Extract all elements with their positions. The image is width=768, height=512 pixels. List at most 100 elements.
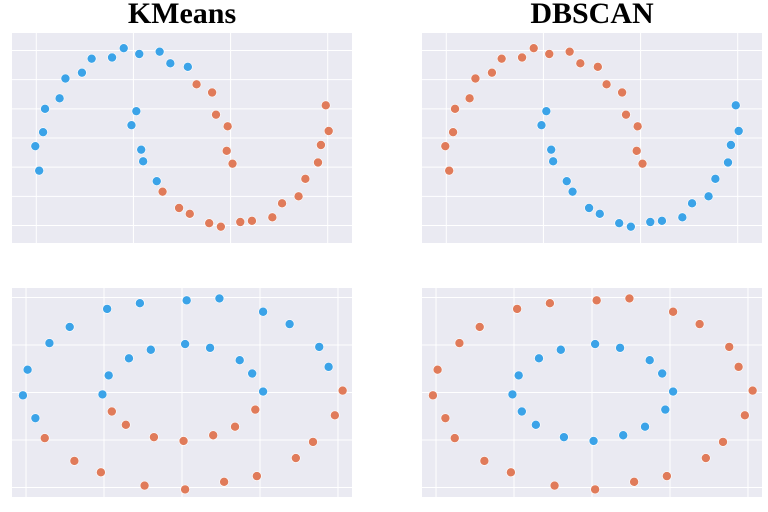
point — [121, 419, 131, 430]
point — [222, 121, 233, 132]
point — [258, 386, 268, 397]
point — [512, 304, 522, 314]
point — [103, 370, 114, 381]
point — [556, 344, 566, 355]
point — [561, 176, 572, 186]
point — [219, 476, 229, 487]
point — [718, 437, 728, 447]
point — [149, 432, 159, 442]
point — [637, 158, 648, 169]
point — [662, 471, 672, 481]
point — [594, 209, 605, 219]
point — [723, 157, 733, 168]
point — [546, 144, 557, 155]
point — [97, 389, 108, 400]
point — [69, 456, 80, 466]
point — [531, 419, 541, 430]
point — [107, 406, 117, 417]
point — [726, 140, 736, 150]
point — [320, 100, 331, 111]
point — [454, 338, 465, 348]
point — [730, 100, 741, 111]
point — [77, 67, 87, 78]
point — [267, 212, 278, 223]
point — [293, 191, 304, 202]
point — [448, 127, 458, 137]
point — [277, 198, 287, 209]
point — [181, 295, 192, 306]
point — [234, 355, 245, 366]
point — [517, 52, 527, 63]
point — [590, 339, 600, 349]
point — [250, 404, 261, 415]
point — [687, 198, 697, 209]
point — [178, 436, 189, 446]
point — [60, 73, 71, 84]
chart-title: DBSCAN — [530, 0, 654, 30]
point — [601, 79, 612, 90]
point — [40, 104, 50, 114]
point — [323, 362, 334, 372]
point — [629, 476, 639, 487]
point — [464, 93, 475, 104]
point — [211, 109, 221, 120]
point — [44, 338, 55, 348]
point — [34, 165, 45, 176]
point — [528, 43, 539, 53]
point — [216, 221, 226, 232]
point — [208, 430, 218, 441]
point — [657, 368, 667, 379]
point — [449, 433, 460, 443]
point — [18, 390, 28, 401]
point — [507, 389, 518, 400]
point — [591, 295, 602, 306]
point — [645, 217, 656, 227]
point — [86, 53, 97, 64]
point — [247, 368, 257, 379]
point — [621, 109, 631, 120]
point — [496, 53, 507, 64]
chart-title: KMeans — [128, 0, 236, 30]
point — [284, 319, 295, 329]
point — [174, 203, 184, 213]
point — [330, 410, 340, 421]
point — [450, 104, 460, 114]
point — [593, 62, 603, 72]
point — [590, 484, 600, 495]
point — [470, 73, 481, 84]
point — [157, 186, 168, 197]
point — [440, 413, 451, 423]
point — [733, 362, 744, 372]
point — [740, 410, 750, 421]
point — [544, 49, 555, 59]
point — [617, 87, 627, 98]
point — [541, 106, 552, 116]
point — [316, 140, 326, 150]
point — [39, 433, 50, 443]
point — [180, 339, 190, 349]
point — [131, 106, 142, 116]
point — [536, 120, 547, 130]
point — [30, 413, 41, 423]
point — [64, 322, 75, 332]
point — [180, 484, 190, 495]
point — [624, 293, 635, 304]
point — [567, 186, 578, 197]
point — [487, 67, 497, 78]
point — [668, 386, 678, 397]
point — [632, 121, 643, 132]
point — [118, 43, 129, 53]
point — [138, 156, 148, 167]
point — [506, 467, 516, 478]
point — [207, 87, 217, 98]
point — [308, 437, 318, 447]
point — [134, 49, 145, 59]
point — [154, 46, 165, 57]
point — [677, 212, 688, 223]
point — [235, 217, 246, 227]
point — [247, 216, 257, 226]
point — [107, 52, 117, 63]
point — [548, 156, 558, 167]
point — [710, 174, 721, 184]
